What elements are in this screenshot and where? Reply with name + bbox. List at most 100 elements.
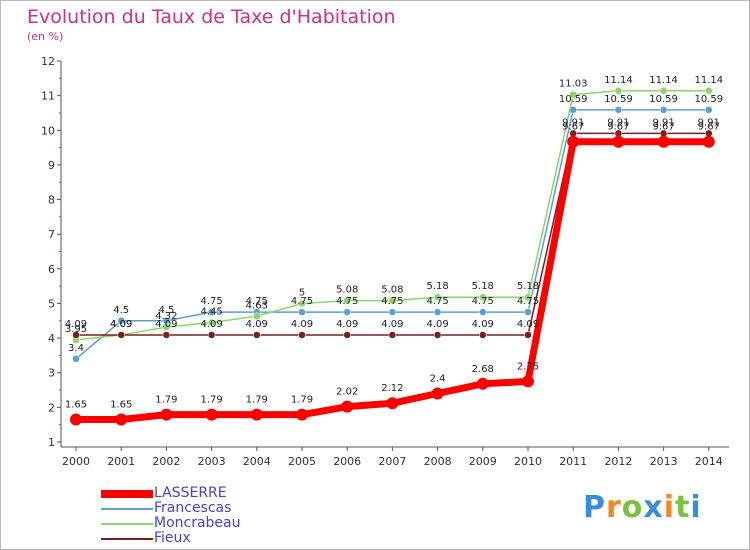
- y-tick-label: 11: [41, 90, 55, 103]
- x-tick-label: 2006: [333, 455, 361, 468]
- data-label-fieux: 9.91: [652, 117, 674, 128]
- logo-letter: P: [583, 490, 606, 525]
- data-point-moncrabeau: [569, 90, 577, 99]
- data-point-fieux: [72, 331, 80, 339]
- data-label-lasserre: 2.4: [430, 374, 446, 385]
- data-label-lasserre: 1.79: [200, 395, 222, 406]
- logo-letter: i: [690, 490, 702, 525]
- legend-swatch: [101, 490, 153, 498]
- data-label-francescas: 4.75: [472, 296, 494, 307]
- x-tick-label: 2011: [559, 455, 587, 468]
- data-point-lasserre: [250, 408, 263, 421]
- y-tick-label: 4: [48, 332, 55, 345]
- x-tick-label: 2000: [62, 455, 90, 468]
- data-label-moncrabeau: 4.09: [110, 319, 132, 330]
- data-label-fieux: 4.09: [155, 319, 177, 330]
- logo-letter: x: [643, 490, 664, 525]
- data-point-francescas: [388, 308, 397, 316]
- data-point-lasserre: [612, 135, 625, 148]
- legend-label: LASSERRE: [154, 485, 227, 501]
- data-label-lasserre: 2.75: [517, 361, 539, 372]
- data-point-francescas: [72, 355, 80, 363]
- data-point-fieux: [117, 331, 125, 339]
- data-label-moncrabeau: 11.14: [649, 75, 678, 86]
- legend-item-lasserre: LASSERRE: [101, 486, 351, 501]
- x-tick-label: 2003: [198, 455, 226, 468]
- data-label-lasserre: 9.67: [562, 122, 584, 133]
- data-point-moncrabeau: [207, 318, 216, 327]
- data-point-fieux: [207, 331, 216, 339]
- data-point-lasserre: [702, 135, 715, 148]
- legend-label: Francescas: [154, 500, 232, 516]
- data-label-fieux: 9.91: [607, 117, 629, 128]
- data-label-lasserre: 2.12: [381, 383, 403, 394]
- data-point-fieux: [162, 331, 171, 339]
- data-label-lasserre: 2.68: [472, 364, 494, 375]
- data-label-francescas: 4.75: [200, 296, 222, 307]
- x-tick-label: 2013: [650, 455, 678, 468]
- data-label-francescas: 4.75: [426, 296, 448, 307]
- data-label-francescas: 10.59: [694, 94, 723, 105]
- data-point-lasserre: [115, 413, 128, 426]
- data-point-moncrabeau: [705, 87, 713, 95]
- chart-subtitle: (en %): [27, 30, 64, 43]
- logo-letter: r: [606, 490, 622, 525]
- data-label-fieux: 4.09: [246, 319, 268, 330]
- y-tick-label: 7: [48, 228, 55, 241]
- data-label-fieux: 4.09: [336, 319, 358, 330]
- data-point-fieux: [298, 331, 306, 339]
- data-label-francescas: 4.75: [336, 296, 358, 307]
- data-point-fieux: [479, 331, 487, 339]
- data-label-moncrabeau: 11.14: [694, 75, 723, 86]
- data-label-francescas: 4.75: [517, 296, 539, 307]
- proxiti-logo: Proxiti: [583, 490, 702, 525]
- x-tick-label: 2004: [243, 455, 271, 468]
- data-point-lasserre: [296, 408, 308, 421]
- data-point-francescas: [343, 308, 351, 316]
- data-label-moncrabeau: 11.14: [604, 75, 633, 86]
- x-tick-label: 2002: [152, 455, 180, 468]
- data-point-francescas: [433, 308, 442, 316]
- data-point-moncrabeau: [614, 87, 623, 95]
- data-label-francescas: 4.75: [291, 296, 313, 307]
- data-point-fieux: [343, 331, 351, 339]
- data-point-fieux: [253, 331, 261, 339]
- data-label-francescas: 3.4: [68, 343, 84, 354]
- legend: LASSERRE Francescas Moncrabeau Fieux: [101, 486, 351, 546]
- logo-letter: i: [663, 490, 676, 525]
- y-tick-label: 6: [48, 263, 55, 276]
- data-point-moncrabeau: [298, 299, 306, 308]
- data-point-moncrabeau: [659, 87, 668, 95]
- data-point-moncrabeau: [162, 323, 171, 331]
- data-point-lasserre: [341, 400, 354, 413]
- data-label-francescas: 4.5: [113, 305, 129, 316]
- data-point-moncrabeau: [433, 293, 442, 301]
- data-point-moncrabeau: [479, 293, 487, 301]
- y-tick-label: 1: [48, 436, 55, 449]
- data-label-layer: 1.65 1.65 1.79 1.79 1.79 1.79 2.02 2.12 2.4 2.68 2…: [65, 75, 723, 411]
- data-label-francescas: 10.59: [649, 94, 678, 105]
- data-label-francescas: 4.75: [246, 296, 268, 307]
- data-label-moncrabeau: 5: [299, 287, 305, 298]
- y-tick-label: 5: [48, 297, 55, 310]
- data-point-francescas: [298, 308, 306, 316]
- x-tick-label: 2012: [604, 455, 632, 468]
- data-label-fieux: 4.09: [472, 319, 494, 330]
- y-tick-label: 2: [48, 401, 55, 414]
- data-point-fieux: [388, 331, 397, 339]
- data-point-lasserre: [567, 135, 580, 148]
- data-point-moncrabeau: [388, 296, 397, 305]
- data-point-francescas: [659, 106, 668, 114]
- data-label-lasserre: 9.67: [698, 122, 720, 133]
- data-point-moncrabeau: [343, 296, 351, 305]
- data-label-moncrabeau: 4.32: [155, 311, 177, 322]
- legend-item-moncrabeau: Moncrabeau: [101, 516, 351, 531]
- data-point-francescas: [207, 308, 216, 316]
- x-tick-label: 2007: [378, 455, 406, 468]
- data-point-fieux: [433, 331, 442, 339]
- x-tick-label: 2009: [469, 455, 497, 468]
- data-label-lasserre: 1.65: [65, 399, 87, 410]
